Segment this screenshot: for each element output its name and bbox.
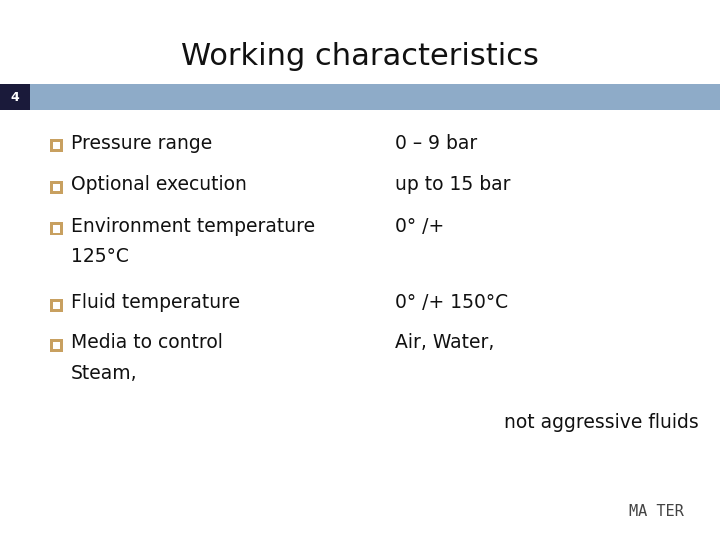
FancyBboxPatch shape [0,84,30,110]
Text: Air, Water,: Air, Water, [395,333,494,353]
FancyBboxPatch shape [50,139,63,152]
Text: Fluid temperature: Fluid temperature [71,293,240,312]
Text: Pressure range: Pressure range [71,133,212,153]
FancyBboxPatch shape [53,225,60,233]
Text: 0° /+: 0° /+ [395,217,444,236]
Text: Working characteristics: Working characteristics [181,42,539,71]
FancyBboxPatch shape [50,181,63,194]
FancyBboxPatch shape [53,342,60,349]
FancyBboxPatch shape [50,339,63,352]
Text: 0 – 9 bar: 0 – 9 bar [395,133,477,153]
Text: 0° /+ 150°C: 0° /+ 150°C [395,293,508,312]
Text: not aggressive fluids: not aggressive fluids [504,413,698,432]
Text: 125°C: 125°C [71,247,128,266]
FancyBboxPatch shape [50,299,63,312]
Text: 4: 4 [11,91,19,104]
Text: Media to control: Media to control [71,333,222,353]
FancyBboxPatch shape [53,301,60,309]
Text: Optional execution: Optional execution [71,175,246,194]
Text: Steam,: Steam, [71,364,138,383]
Text: MA TER: MA TER [629,504,684,519]
FancyBboxPatch shape [0,84,720,110]
Text: up to 15 bar: up to 15 bar [395,175,510,194]
FancyBboxPatch shape [53,142,60,150]
FancyBboxPatch shape [53,184,60,191]
Text: Environment temperature: Environment temperature [71,217,315,236]
FancyBboxPatch shape [50,222,63,235]
